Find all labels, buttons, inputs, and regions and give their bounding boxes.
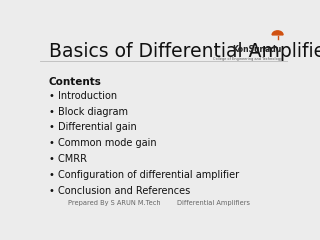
Text: Differential Amplifiers: Differential Amplifiers — [177, 200, 250, 206]
Text: College of Engineering and Technology: College of Engineering and Technology — [213, 57, 282, 61]
Text: • CMRR: • CMRR — [49, 154, 87, 164]
Text: • Configuration of differential amplifier: • Configuration of differential amplifie… — [49, 170, 239, 180]
Text: Contents: Contents — [49, 77, 101, 87]
Text: • Common mode gain: • Common mode gain — [49, 138, 156, 148]
Text: • Conclusion and References: • Conclusion and References — [49, 186, 190, 196]
Text: • Block diagram: • Block diagram — [49, 107, 128, 117]
Text: • Introduction: • Introduction — [49, 91, 117, 101]
Text: KonSunadu: KonSunadu — [233, 44, 282, 54]
Wedge shape — [272, 31, 283, 35]
Text: • Differential gain: • Differential gain — [49, 122, 136, 132]
Text: Basics of Differential Amplifier: Basics of Differential Amplifier — [49, 42, 320, 61]
Text: Prepared By S ARUN M.Tech: Prepared By S ARUN M.Tech — [68, 200, 161, 206]
